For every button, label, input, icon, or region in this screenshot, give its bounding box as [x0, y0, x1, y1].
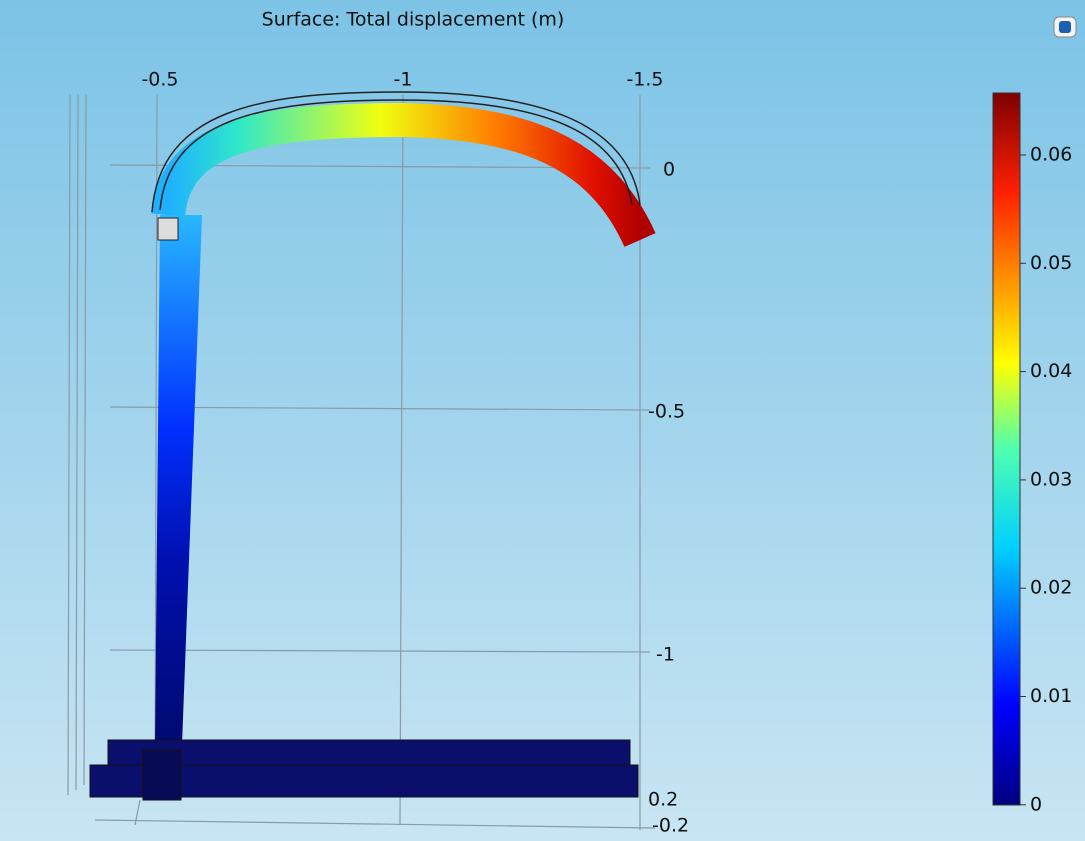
- colorbar-label: 0.05: [1030, 252, 1072, 274]
- colorbar-label: 0: [1030, 793, 1042, 815]
- arc-outline: [159, 99, 633, 211]
- axis-label: -0.2: [652, 815, 689, 837]
- axis-label: 0.2: [648, 789, 678, 811]
- axis-label: 0: [663, 159, 675, 181]
- base-plate: [142, 749, 182, 801]
- colorbar-label: 0.04: [1030, 360, 1072, 382]
- axis-label: -1: [394, 69, 413, 91]
- colorbar-label: 0.03: [1030, 468, 1072, 490]
- axis-label: -0.5: [141, 69, 178, 91]
- joint: [157, 217, 179, 241]
- colorbar: [992, 92, 1021, 806]
- axis-label: -1: [656, 644, 675, 666]
- arc-beam: [151, 102, 656, 248]
- pole: [155, 215, 202, 745]
- axis-label: -0.5: [648, 401, 685, 423]
- colorbar-label: 0.01: [1030, 685, 1072, 707]
- colorbar-label: 0.02: [1030, 577, 1072, 599]
- axis-label: -1.5: [626, 69, 663, 91]
- colorbar-label: 0.06: [1030, 144, 1072, 166]
- structure: [89, 91, 656, 801]
- plot-title: Surface: Total displacement (m): [262, 9, 565, 31]
- arc-outline: [151, 91, 641, 213]
- colorbar-labels: 0.06 0.05 0.04 0.03 0.02 0.01 0: [1020, 144, 1072, 815]
- logo[interactable]: [1053, 16, 1077, 38]
